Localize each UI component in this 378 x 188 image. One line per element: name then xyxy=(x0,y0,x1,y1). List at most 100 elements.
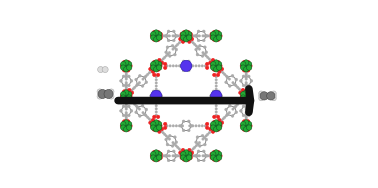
Circle shape xyxy=(228,85,231,87)
Circle shape xyxy=(240,121,246,127)
Circle shape xyxy=(104,89,113,99)
Circle shape xyxy=(212,68,216,71)
Circle shape xyxy=(192,155,194,157)
Circle shape xyxy=(210,155,212,157)
Circle shape xyxy=(130,80,133,82)
Circle shape xyxy=(205,51,208,54)
Circle shape xyxy=(211,90,222,102)
Circle shape xyxy=(178,65,181,67)
Circle shape xyxy=(241,100,245,103)
Circle shape xyxy=(156,68,160,71)
Circle shape xyxy=(216,155,222,160)
Circle shape xyxy=(215,79,217,81)
Circle shape xyxy=(233,83,235,85)
Circle shape xyxy=(243,62,249,69)
Circle shape xyxy=(128,100,131,103)
Circle shape xyxy=(130,100,133,102)
Circle shape xyxy=(165,35,167,37)
Circle shape xyxy=(153,62,160,69)
Circle shape xyxy=(211,32,216,37)
Circle shape xyxy=(240,64,244,68)
Circle shape xyxy=(122,75,125,78)
Circle shape xyxy=(202,52,204,54)
Circle shape xyxy=(216,32,222,37)
Circle shape xyxy=(248,94,252,98)
Circle shape xyxy=(213,123,220,129)
Circle shape xyxy=(243,67,249,72)
Circle shape xyxy=(245,82,247,84)
Circle shape xyxy=(187,69,190,72)
Circle shape xyxy=(156,115,160,119)
Circle shape xyxy=(180,32,183,36)
Circle shape xyxy=(218,64,222,68)
Circle shape xyxy=(240,94,244,98)
Circle shape xyxy=(215,102,217,104)
Circle shape xyxy=(152,38,156,41)
Circle shape xyxy=(152,90,155,93)
Circle shape xyxy=(186,35,192,40)
Circle shape xyxy=(245,106,247,109)
Circle shape xyxy=(245,103,247,105)
Circle shape xyxy=(246,69,250,72)
Circle shape xyxy=(271,96,276,101)
Circle shape xyxy=(245,111,247,114)
Circle shape xyxy=(150,34,154,38)
Circle shape xyxy=(177,155,179,157)
Circle shape xyxy=(190,124,193,127)
Circle shape xyxy=(245,89,247,92)
Circle shape xyxy=(195,145,197,147)
Circle shape xyxy=(182,38,186,41)
Circle shape xyxy=(246,61,252,67)
Circle shape xyxy=(125,85,127,87)
Circle shape xyxy=(212,150,216,154)
Circle shape xyxy=(153,60,159,65)
Circle shape xyxy=(245,118,247,120)
Circle shape xyxy=(166,65,168,67)
Circle shape xyxy=(180,154,184,158)
Circle shape xyxy=(210,36,213,39)
Circle shape xyxy=(220,95,223,97)
Circle shape xyxy=(217,99,220,102)
Circle shape xyxy=(172,125,174,127)
Circle shape xyxy=(177,35,179,37)
Circle shape xyxy=(242,98,246,101)
Circle shape xyxy=(127,84,130,87)
Circle shape xyxy=(121,121,126,127)
Circle shape xyxy=(152,68,156,71)
Circle shape xyxy=(214,37,219,42)
Circle shape xyxy=(160,127,164,131)
Circle shape xyxy=(125,75,127,77)
Circle shape xyxy=(183,37,189,42)
Circle shape xyxy=(172,150,175,153)
Circle shape xyxy=(213,62,220,69)
Circle shape xyxy=(186,152,192,157)
Circle shape xyxy=(201,134,204,137)
Circle shape xyxy=(179,151,182,154)
Circle shape xyxy=(158,99,160,102)
Circle shape xyxy=(167,159,170,162)
Circle shape xyxy=(210,130,212,132)
Circle shape xyxy=(246,128,250,131)
Circle shape xyxy=(165,55,167,57)
Circle shape xyxy=(121,125,126,130)
Circle shape xyxy=(153,150,159,155)
Circle shape xyxy=(125,105,127,107)
Circle shape xyxy=(126,90,130,93)
Circle shape xyxy=(203,150,205,153)
Circle shape xyxy=(214,120,219,125)
Circle shape xyxy=(259,93,263,98)
Circle shape xyxy=(194,43,196,45)
Circle shape xyxy=(212,61,216,64)
Circle shape xyxy=(240,100,242,102)
Circle shape xyxy=(205,55,207,57)
Circle shape xyxy=(197,150,200,153)
Circle shape xyxy=(129,124,132,128)
Circle shape xyxy=(231,74,234,77)
Circle shape xyxy=(209,61,212,64)
Circle shape xyxy=(180,155,182,157)
Circle shape xyxy=(135,78,138,81)
Circle shape xyxy=(198,155,200,157)
Circle shape xyxy=(164,35,167,37)
Circle shape xyxy=(165,155,167,157)
Circle shape xyxy=(147,73,149,76)
